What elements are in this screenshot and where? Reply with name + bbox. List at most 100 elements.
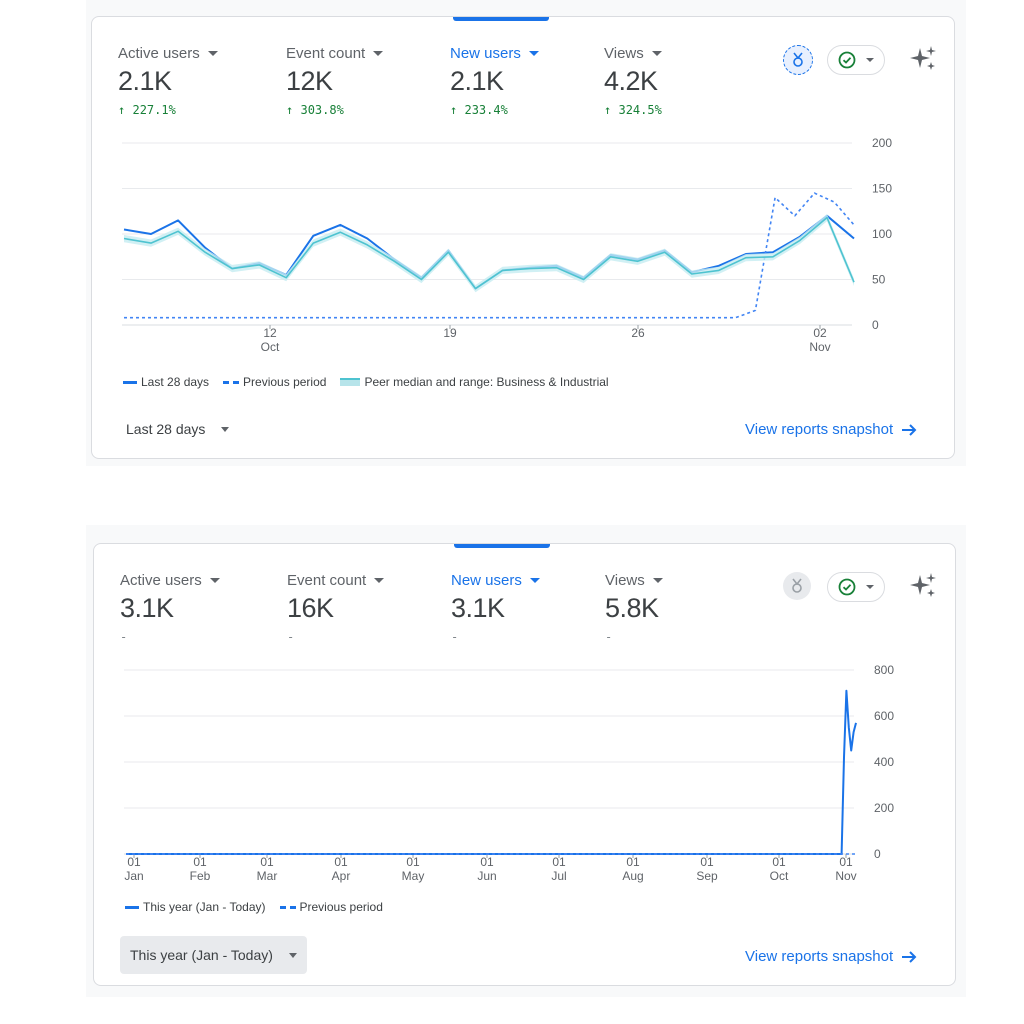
x-tick-label: 12 [263,326,277,340]
x-tick-label: 01 [839,855,853,869]
legend-item-current[interactable]: This year (Jan - Today) [125,900,266,914]
metric-label: New users [450,45,521,62]
metric-change: ↑ 324.5% [604,103,662,117]
y-tick-label: 100 [872,227,892,241]
chevron-down-icon [373,51,384,56]
x-tick-month-label: Feb [190,869,211,883]
metric-event-count[interactable]: Event count 16K - [287,572,385,644]
legend-swatch-dashed [223,380,240,384]
metric-value: 3.1K [120,593,174,623]
y-tick-label: 50 [872,273,886,287]
x-tick-month-label: Apr [332,869,351,883]
date-range-dropdown[interactable]: This year (Jan - Today) [120,936,307,974]
line-chart: 0 200 400 600 800 01 Jan 01 Feb 01 Mar 01 Apr 01 May 01… [94,662,955,902]
link-label: View reports snapshot [745,421,894,438]
metric-value: 3.1K [451,593,505,623]
active-tab-indicator [454,544,550,548]
legend-item-current[interactable]: Last 28 days [123,375,209,389]
metric-label: Views [605,572,645,589]
arrow-right-icon [902,423,917,436]
x-tick-month-label: Jun [477,869,496,883]
metric-active-users[interactable]: Active users 2.1K ↑ 227.1% [118,45,218,117]
x-tick-label: 01 [552,855,566,869]
metric-change: - [451,630,459,644]
metric-value: 5.8K [605,593,659,623]
overview-card: Active users 3.1K - Event count 16K - Ne… [93,543,956,986]
y-tick-label: 200 [874,801,894,815]
legend-swatch-solid [123,380,137,384]
x-tick-month-label: Mar [257,869,278,883]
legend-item-previous[interactable]: Previous period [223,375,326,389]
metric-label: Active users [118,45,200,62]
award-badge-icon[interactable] [783,45,813,75]
x-tick-label: 01 [406,855,420,869]
x-tick-month-label: Jan [124,869,143,883]
legend-label: Last 28 days [141,375,210,389]
award-badge-icon[interactable] [783,572,811,600]
x-tick-label: 02 [813,326,827,340]
x-tick-month-label: Aug [622,869,643,883]
link-label: View reports snapshot [745,948,894,965]
arrow-up-icon: ↑ [286,103,294,117]
x-tick-month-label: May [402,869,425,883]
y-tick-label: 600 [874,709,894,723]
metric-change: - [120,630,128,644]
chevron-down-icon [288,952,297,958]
metric-views[interactable]: Views 5.8K - [605,572,663,644]
metric-value: 16K [287,593,334,623]
metric-label: Event count [286,45,366,62]
metric-label: Active users [120,572,202,589]
y-tick-label: 0 [872,318,879,332]
series-line-this-year [126,689,857,855]
x-tick-label: 01 [772,855,786,869]
x-tick-label: 26 [631,326,645,340]
data-quality-dropdown[interactable] [827,45,885,75]
metric-new-users[interactable]: New users 3.1K - [451,572,540,644]
metric-views[interactable]: Views 4.2K ↑ 324.5% [604,45,662,117]
x-tick-label: 01 [480,855,494,869]
chevron-down-icon [866,585,874,589]
view-reports-snapshot-link[interactable]: View reports snapshot [745,421,917,438]
metric-active-users[interactable]: Active users 3.1K - [120,572,220,644]
legend-label: This year (Jan - Today) [143,900,266,914]
y-tick-label: 400 [874,755,894,769]
arrow-up-icon: ↑ [604,103,612,117]
legend-label: Previous period [243,375,327,389]
check-circle-icon [838,578,856,596]
chevron-down-icon [528,51,539,56]
date-range-dropdown[interactable]: Last 28 days [116,410,239,448]
x-tick-month-label: Nov [809,340,830,354]
x-tick-month-label: Nov [835,869,856,883]
metric-change: - [605,630,613,644]
y-tick-label: 200 [872,136,892,150]
x-tick-label: 01 [127,855,141,869]
metric-label: New users [451,572,522,589]
metric-label: Event count [287,572,367,589]
chevron-down-icon [866,58,874,62]
view-reports-snapshot-link[interactable]: View reports snapshot [745,948,917,965]
legend-label: Peer median and range: Business & Indust… [364,375,609,389]
x-tick-month-label: Oct [261,340,280,354]
sparkle-icon[interactable] [910,45,938,78]
legend-swatch-solid [125,905,139,909]
check-circle-icon [838,51,856,69]
legend-item-peer[interactable]: Peer median and range: Business & Indust… [340,375,609,389]
data-quality-dropdown[interactable] [827,572,885,602]
metric-value: 12K [286,66,333,96]
legend-item-previous[interactable]: Previous period [279,900,383,914]
series-line-previous-period [124,192,855,319]
y-tick-label: 0 [874,847,881,861]
x-tick-month-label: Jul [551,869,566,883]
legend-label: Previous period [299,900,383,914]
arrow-right-icon [902,950,917,963]
metric-value: 4.2K [604,66,658,96]
chevron-down-icon [652,578,663,583]
metric-event-count[interactable]: Event count 12K ↑ 303.8% [286,45,384,117]
arrow-up-icon: ↑ [118,103,126,117]
metric-value: 2.1K [450,66,504,96]
metric-new-users[interactable]: New users 2.1K ↑ 233.4% [450,45,539,117]
sparkle-icon[interactable] [910,572,938,605]
chevron-down-icon [374,578,385,583]
metric-change: ↑ 303.8% [286,103,344,117]
chart-svg: 020040060080001Jan01Feb01Mar01Apr01May01… [124,663,894,883]
